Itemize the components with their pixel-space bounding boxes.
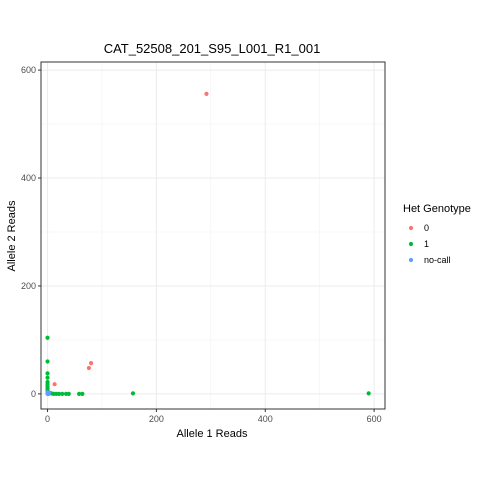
x-axis-title: Allele 1 Reads [177, 428, 248, 440]
data-point [45, 371, 50, 376]
legend-label-0: 0 [424, 223, 429, 233]
legend-key-no-call [408, 257, 414, 263]
series-no-call [45, 390, 52, 396]
grid-lines [41, 62, 385, 409]
data-point [204, 91, 209, 96]
legend-label-1: 1 [424, 239, 429, 249]
data-point [80, 391, 85, 396]
data-point [45, 375, 50, 380]
data-point [45, 335, 50, 340]
x-tick-label: 0 [45, 414, 50, 424]
data-point [77, 391, 82, 396]
data-point [66, 391, 71, 396]
y-tick-label: 200 [21, 281, 36, 291]
plot-panel-border [40, 61, 386, 410]
legend: Het Genotype 0 1 no-call [403, 203, 471, 265]
y-tick-label: 600 [21, 65, 36, 75]
legend-label-no-call: no-call [424, 255, 451, 265]
data-point [56, 391, 62, 396]
axis-ticks: 0 200 400 600 0 200 400 600 [21, 65, 382, 424]
x-tick-label: 600 [367, 414, 382, 424]
chart-title: CAT_52508_201_S95_L001_R1_001 [104, 41, 321, 56]
data-point [86, 365, 91, 371]
legend-key-1 [408, 241, 414, 247]
legend-title: Het Genotype [403, 203, 471, 215]
data-point [52, 382, 57, 387]
series-0 [52, 91, 209, 387]
data-point [45, 359, 50, 364]
data-point [88, 361, 94, 366]
y-axis-title: Allele 2 Reads [6, 200, 18, 271]
x-tick-label: 200 [149, 414, 164, 424]
data-point [60, 391, 65, 396]
data-point [130, 391, 136, 396]
legend-key-0 [408, 225, 414, 231]
y-tick-label: 0 [31, 389, 36, 399]
data-point [366, 391, 371, 396]
y-tick-label: 400 [21, 173, 36, 183]
x-tick-label: 400 [258, 414, 273, 424]
data-points [45, 91, 371, 396]
data-point [47, 390, 52, 395]
